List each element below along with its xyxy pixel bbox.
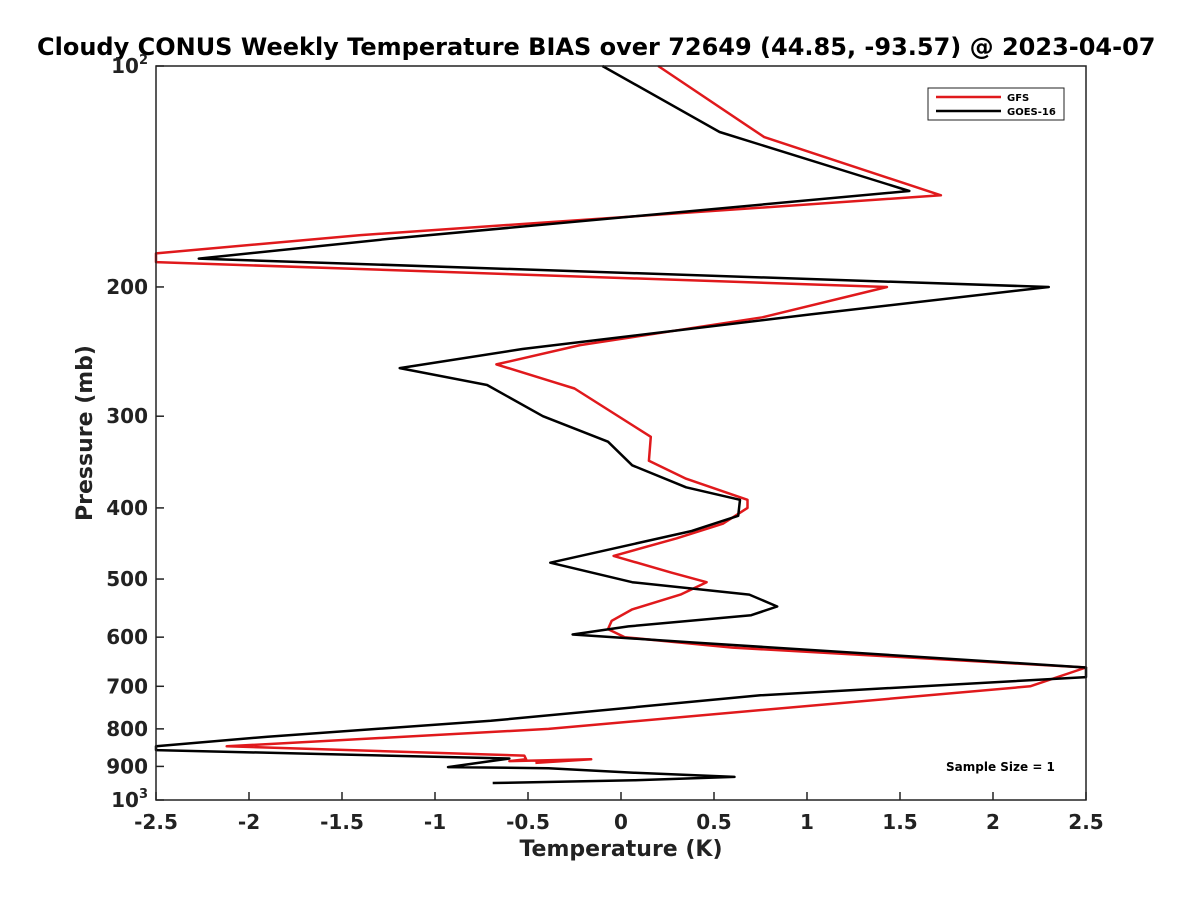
x-tick-label: 1	[800, 810, 814, 834]
x-tick-label: -2.5	[134, 810, 178, 834]
legend: GFS GOES-16	[927, 87, 1065, 121]
x-axis-ticks: -2.5 -2 -1.5 -1 -0.5 0 0.5 1 1.5 2 2.5	[134, 792, 1104, 834]
y-tick-label: 600	[106, 625, 148, 649]
series-line-gfs	[154, 64, 1088, 765]
y-tick-label: 900	[106, 754, 148, 778]
y-tick-label: 200	[106, 275, 148, 299]
plot-area	[154, 64, 1088, 785]
x-tick-label: 1.5	[882, 810, 917, 834]
series-line-goes16	[154, 64, 1088, 785]
x-tick-label: 0.5	[696, 810, 731, 834]
legend-box	[927, 87, 1065, 121]
chart-title: Cloudy CONUS Weekly Temperature BIAS ove…	[37, 33, 1155, 61]
sample-size-annotation: Sample Size = 1	[946, 760, 1055, 774]
x-tick-label: -1.5	[320, 810, 364, 834]
y-tick-label: 300	[106, 404, 148, 428]
y-axis-label: Pressure (mb)	[73, 345, 98, 521]
x-tick-label: 2.5	[1068, 810, 1103, 834]
x-axis-label: Temperature (K)	[519, 837, 722, 862]
y-tick-label: 800	[106, 717, 148, 741]
x-tick-label: -1	[424, 810, 446, 834]
y-tick-label: 500	[106, 567, 148, 591]
legend-label-goes16: GOES-16	[1007, 107, 1056, 118]
x-tick-label: -0.5	[506, 810, 550, 834]
x-tick-label: -2	[238, 810, 260, 834]
x-tick-label: 2	[986, 810, 1000, 834]
legend-label-gfs: GFS	[1007, 93, 1029, 104]
y-tick-exponent: 2	[139, 53, 148, 68]
x-tick-label: 0	[614, 810, 628, 834]
y-tick-label: 400	[106, 496, 148, 520]
y-tick-exponent: 3	[139, 787, 148, 802]
y-tick-label: 700	[106, 674, 148, 698]
